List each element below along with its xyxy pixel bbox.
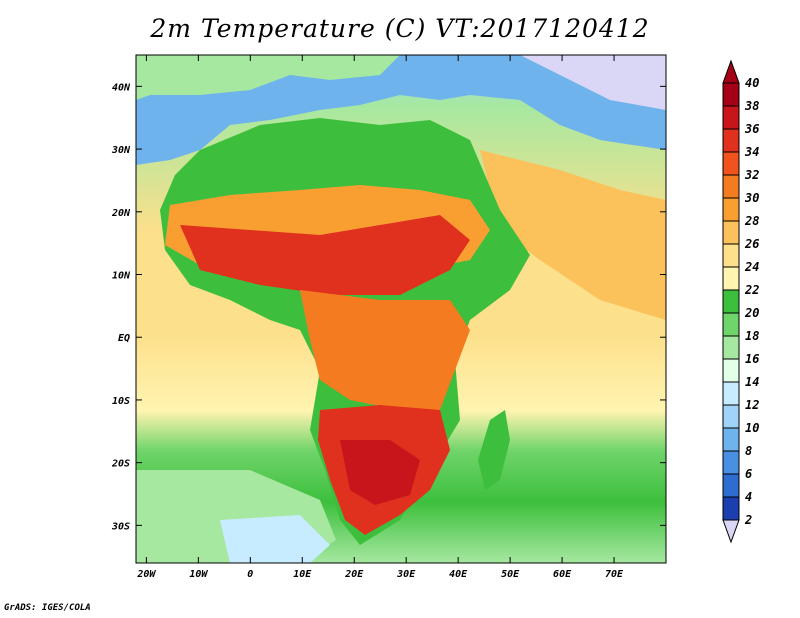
lon-label: 30E	[396, 569, 416, 580]
colorbar-swatch	[722, 289, 740, 314]
lat-label: 30S	[111, 521, 130, 532]
longitude-labels: 20W 10W 0 10E 20E 30E 40E 50E 60E 70E	[136, 569, 624, 580]
colorbar-min-arrow	[722, 519, 740, 544]
colorbar-label: 24	[744, 260, 759, 274]
colorbar-label: 2	[744, 513, 752, 527]
colorbar-label: 40	[745, 76, 759, 90]
colorbar-swatch	[722, 266, 740, 291]
map-frame	[135, 54, 667, 564]
colorbar-label: 34	[744, 145, 759, 159]
colorbar-label: 28	[744, 214, 759, 228]
map-title: 2m Temperature (C) VT:2017120412	[150, 14, 650, 43]
colorbar-label: 16	[745, 352, 759, 366]
lon-label: 10W	[189, 569, 208, 580]
lat-label: EQ	[118, 333, 130, 344]
colorbar-label: 38	[744, 99, 759, 113]
colorbar-label: 12	[745, 398, 759, 412]
map-field	[136, 55, 666, 563]
colorbar-label: 22	[744, 283, 759, 297]
lon-label: 10E	[293, 569, 312, 580]
lon-label: 20E	[344, 569, 364, 580]
lon-label: 0	[247, 569, 253, 580]
colorbar-swatch	[722, 358, 740, 383]
colorbar-swatch	[722, 243, 740, 268]
colorbar-label: 14	[745, 375, 759, 389]
lon-label: 50E	[501, 569, 520, 580]
lon-label: 40E	[449, 569, 468, 580]
colorbar-swatch	[722, 496, 740, 521]
lon-label: 70E	[605, 569, 624, 580]
colorbar-label: 18	[745, 329, 759, 343]
colorbar-swatch	[722, 151, 740, 176]
colorbar-swatch	[722, 312, 740, 337]
colorbar-label: 36	[744, 122, 759, 136]
lon-label: 20W	[136, 569, 156, 580]
colorbar-max-arrow	[722, 59, 740, 84]
colorbar-swatch	[722, 427, 740, 452]
colorbar-label: 30	[744, 191, 759, 205]
colorbar-swatch	[722, 220, 740, 245]
axis-ticks	[136, 55, 666, 563]
colorbar-label: 32	[744, 168, 759, 182]
colorbar-swatch	[722, 174, 740, 199]
colorbar-swatch	[722, 450, 740, 475]
latitude-labels: 40N 30N 20N 10N EQ 10S 20S 30S	[111, 82, 131, 532]
colorbar-label: 4	[745, 490, 752, 504]
lat-label: 20N	[111, 208, 131, 219]
colorbar-swatch	[722, 82, 740, 107]
lat-label: 20S	[111, 459, 130, 470]
lat-label: 10N	[112, 271, 131, 282]
colorbar-label: 6	[745, 467, 752, 481]
colorbar-swatch	[722, 197, 740, 222]
lat-label: 40N	[112, 82, 131, 93]
colorbar-label: 26	[744, 237, 759, 251]
lon-label: 60E	[553, 569, 572, 580]
colorbar-label: 20	[744, 306, 759, 320]
lat-label: 10S	[112, 396, 130, 407]
colorbar-swatch	[722, 404, 740, 429]
colorbar-swatch	[722, 381, 740, 406]
colorbar-label: 8	[745, 444, 752, 458]
colorbar-swatch	[722, 335, 740, 360]
colorbar-swatch	[722, 105, 740, 130]
credit-label: GrADS: IGES/COLA	[4, 603, 91, 613]
colorbar-swatch	[722, 128, 740, 153]
colorbar-label: 10	[745, 421, 759, 435]
lat-label: 30N	[111, 145, 131, 156]
colorbar-swatch	[722, 473, 740, 498]
colorbar: 40 38 36 34 32 30 28 26 24 22 20 18 16 14 12 10 8 6 4 2	[722, 59, 759, 544]
